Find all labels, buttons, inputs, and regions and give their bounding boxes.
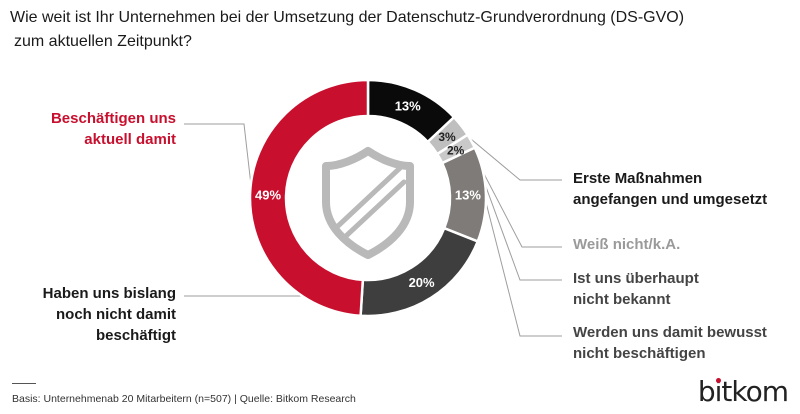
- label-weiss-nicht: Weiß nicht/k.A.: [573, 236, 681, 253]
- label-nicht-bekannt: Ist uns überhaupt nicht bekannt: [573, 270, 699, 308]
- donut-slice-5: [248, 78, 370, 318]
- value-label-4: 20%: [409, 275, 435, 290]
- footer-divider: [12, 383, 36, 384]
- value-label-5: 49%: [255, 187, 281, 202]
- chart-title-line-2: zum aktuellen Zeitpunkt?: [14, 33, 192, 50]
- value-label-1: 3%: [438, 130, 456, 144]
- leader-line-5: [184, 123, 253, 195]
- label-bislang-nicht: Haben uns bislang noch nicht damit besch…: [42, 285, 176, 344]
- label-beschaeftigen-uns: Beschäftigen uns aktuell damit: [50, 110, 176, 148]
- value-label-3: 13%: [455, 187, 481, 202]
- label-bewusst-nicht-beschaeftigen: Werden uns damit bewusst nicht beschäfti…: [573, 324, 767, 362]
- value-label-0: 13%: [395, 99, 421, 114]
- value-labels: 13% 3%2% 13% 20% 49%: [255, 99, 481, 290]
- bitkom-logo: bitkom: [697, 375, 789, 408]
- source-note: Basis: Unternehmenab 20 Mitarbeitern (n=…: [12, 393, 356, 405]
- label-erste-massnahmen: Erste Maßnahmen angefangen und umgesetzt: [573, 170, 768, 208]
- donut-slices: [248, 78, 488, 318]
- shield-icon: [322, 147, 414, 259]
- leader-line-3: [483, 194, 562, 337]
- value-label-2: 2%: [447, 143, 465, 157]
- chart-title: Wie weit ist Ihr Unternehmen bei der Ums…: [10, 6, 790, 54]
- chart-title-line-1: Wie weit ist Ihr Unternehmen bei der Ums…: [10, 9, 685, 26]
